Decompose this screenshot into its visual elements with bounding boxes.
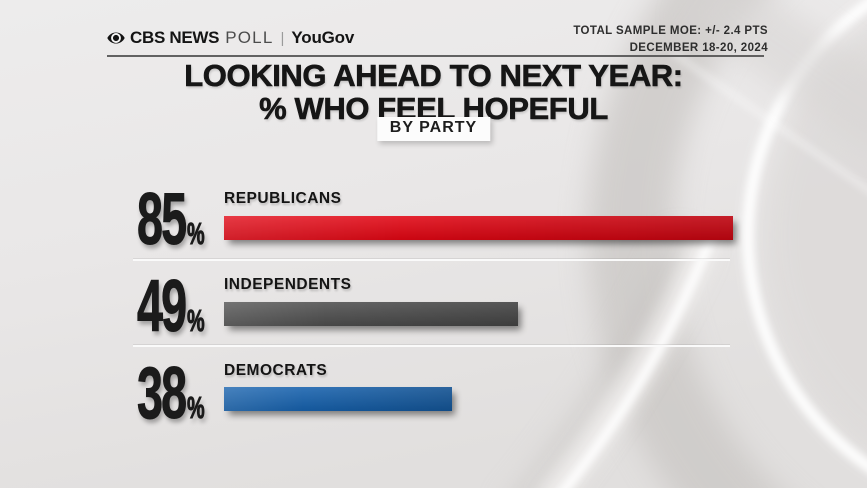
logo-poll: POLL [225, 28, 274, 47]
bar-track-republicans [224, 216, 823, 240]
label-independents: INDEPENDENTS [224, 276, 352, 293]
value-number: 85 [137, 179, 188, 260]
value-republicans: 85 % [137, 179, 205, 260]
value-number: 38 [137, 353, 188, 434]
by-party-badge: BY PARTY [376, 117, 491, 141]
sample-moe-note: TOTAL SAMPLE MOE: +/- 2.4 PTS DECEMBER 1… [573, 23, 768, 56]
value-independents: 49 % [137, 266, 205, 347]
logo-divider: | [280, 29, 285, 47]
label-republicans: REPUBLICANS [224, 190, 342, 207]
percent-sign: % [187, 216, 205, 251]
logo-yougov: YouGov [291, 28, 355, 47]
page-title: LOOKING AHEAD TO NEXT YEAR: % WHO FEEL H… [0, 58, 867, 126]
row-separator [133, 345, 730, 347]
logo-cbs-news: CBS NEWS [130, 28, 220, 47]
cbs-eye-icon [107, 29, 125, 47]
moe-line1: TOTAL SAMPLE MOE: +/- 2.4 PTS [573, 25, 768, 37]
value-number: 49 [137, 266, 188, 347]
header-logo: CBS NEWS POLL | YouGov [107, 28, 354, 48]
header-rule [107, 55, 764, 57]
bar-track-democrats [224, 387, 823, 411]
percent-sign: % [187, 303, 205, 338]
percent-sign: % [187, 390, 205, 425]
label-democrats: DEMOCRATS [224, 362, 328, 379]
bar-republicans [224, 216, 734, 240]
bar-track-independents [224, 302, 823, 326]
title-line1: LOOKING AHEAD TO NEXT YEAR: [184, 58, 683, 93]
bar-independents [224, 302, 518, 326]
bar-democrats [224, 387, 452, 411]
row-separator [133, 259, 730, 261]
value-democrats: 38 % [137, 353, 205, 434]
moe-line2: DECEMBER 18-20, 2024 [629, 41, 768, 54]
